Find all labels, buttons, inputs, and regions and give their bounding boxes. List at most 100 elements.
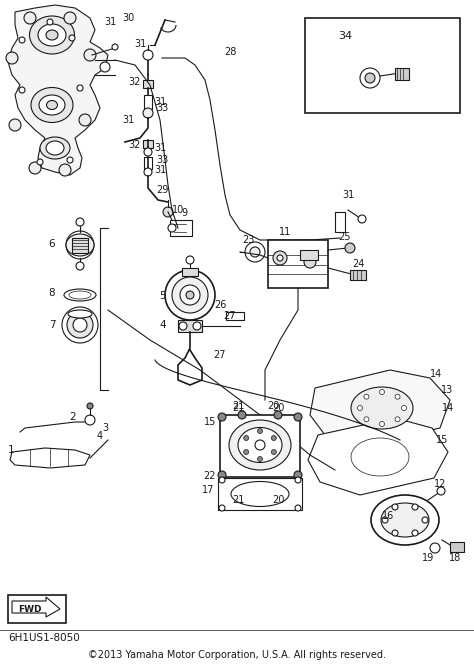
Text: 7: 7	[49, 320, 55, 330]
Text: 8: 8	[49, 288, 55, 298]
Circle shape	[238, 411, 246, 419]
Circle shape	[257, 429, 263, 433]
Bar	[395, 68, 409, 80]
Circle shape	[295, 477, 301, 483]
Text: 21: 21	[232, 403, 244, 413]
Circle shape	[255, 440, 265, 450]
Bar	[72, 238, 88, 253]
Circle shape	[193, 322, 201, 330]
Circle shape	[257, 456, 263, 462]
Circle shape	[395, 394, 400, 399]
Bar	[450, 542, 464, 552]
Ellipse shape	[31, 87, 73, 123]
Circle shape	[29, 162, 41, 174]
Circle shape	[422, 517, 428, 523]
Text: 34: 34	[338, 31, 352, 41]
Text: 10: 10	[172, 205, 184, 215]
Text: 23: 23	[242, 235, 254, 245]
Ellipse shape	[229, 420, 291, 470]
Text: 32: 32	[129, 77, 141, 87]
Text: 31: 31	[104, 17, 116, 27]
Circle shape	[84, 49, 96, 61]
Circle shape	[364, 394, 369, 399]
Text: 31: 31	[154, 143, 166, 153]
Circle shape	[250, 247, 260, 257]
Polygon shape	[310, 370, 450, 445]
Text: 33: 33	[156, 103, 168, 113]
Circle shape	[412, 504, 418, 510]
Circle shape	[143, 108, 153, 118]
Circle shape	[100, 62, 110, 72]
Text: ©2013 Yamaha Motor Corporation, U.S.A. All rights reserved.: ©2013 Yamaha Motor Corporation, U.S.A. A…	[88, 650, 386, 660]
Ellipse shape	[351, 438, 409, 476]
Text: 11: 11	[279, 227, 291, 237]
Circle shape	[73, 318, 87, 332]
Circle shape	[112, 44, 118, 50]
Bar	[143, 80, 153, 88]
Text: 17: 17	[202, 485, 214, 495]
Circle shape	[69, 35, 75, 41]
Ellipse shape	[381, 503, 429, 537]
Circle shape	[79, 114, 91, 126]
Ellipse shape	[46, 101, 57, 109]
Circle shape	[143, 50, 153, 60]
Circle shape	[271, 450, 276, 454]
Circle shape	[219, 505, 225, 511]
Text: 20: 20	[272, 495, 284, 505]
Text: 30: 30	[122, 13, 134, 23]
Circle shape	[180, 285, 200, 305]
Bar	[143, 140, 153, 148]
Text: 31: 31	[122, 115, 134, 125]
Polygon shape	[12, 597, 60, 617]
Bar	[144, 95, 152, 109]
Ellipse shape	[238, 427, 282, 462]
Circle shape	[67, 312, 93, 338]
Bar	[218, 478, 302, 510]
Ellipse shape	[38, 24, 66, 46]
Circle shape	[244, 435, 249, 440]
Circle shape	[76, 218, 84, 226]
Ellipse shape	[39, 95, 65, 115]
Circle shape	[163, 207, 173, 217]
Text: 4: 4	[97, 431, 103, 441]
Circle shape	[364, 417, 369, 422]
Circle shape	[358, 215, 366, 223]
Polygon shape	[8, 5, 108, 175]
Bar	[226, 312, 244, 320]
Text: 3: 3	[102, 423, 108, 433]
Circle shape	[179, 322, 187, 330]
Ellipse shape	[64, 289, 96, 301]
Text: 1: 1	[8, 445, 15, 455]
Ellipse shape	[66, 234, 94, 256]
Circle shape	[401, 405, 407, 411]
Text: 31: 31	[134, 39, 146, 49]
Text: 33: 33	[156, 155, 168, 165]
Text: 4: 4	[160, 320, 166, 330]
Text: 31: 31	[154, 97, 166, 107]
Bar	[144, 157, 152, 169]
Circle shape	[345, 243, 355, 253]
Text: 20: 20	[267, 401, 279, 411]
Bar	[8, 595, 66, 623]
Circle shape	[380, 389, 384, 395]
Text: 15: 15	[204, 417, 216, 427]
Circle shape	[294, 471, 302, 479]
Circle shape	[274, 411, 282, 419]
Text: 12: 12	[434, 479, 446, 489]
Circle shape	[37, 159, 43, 165]
Text: 14: 14	[430, 369, 442, 379]
Circle shape	[271, 435, 276, 440]
Ellipse shape	[231, 482, 289, 507]
Text: 22: 22	[204, 471, 216, 481]
Circle shape	[430, 543, 440, 553]
Circle shape	[85, 415, 95, 425]
Text: 31: 31	[154, 165, 166, 175]
Circle shape	[76, 262, 84, 270]
Text: 21: 21	[232, 401, 244, 411]
Text: 24: 24	[352, 259, 364, 269]
Text: 26: 26	[214, 300, 226, 310]
Circle shape	[62, 307, 98, 343]
Text: 5: 5	[160, 291, 166, 301]
Text: 25: 25	[339, 232, 351, 242]
Ellipse shape	[46, 30, 58, 40]
